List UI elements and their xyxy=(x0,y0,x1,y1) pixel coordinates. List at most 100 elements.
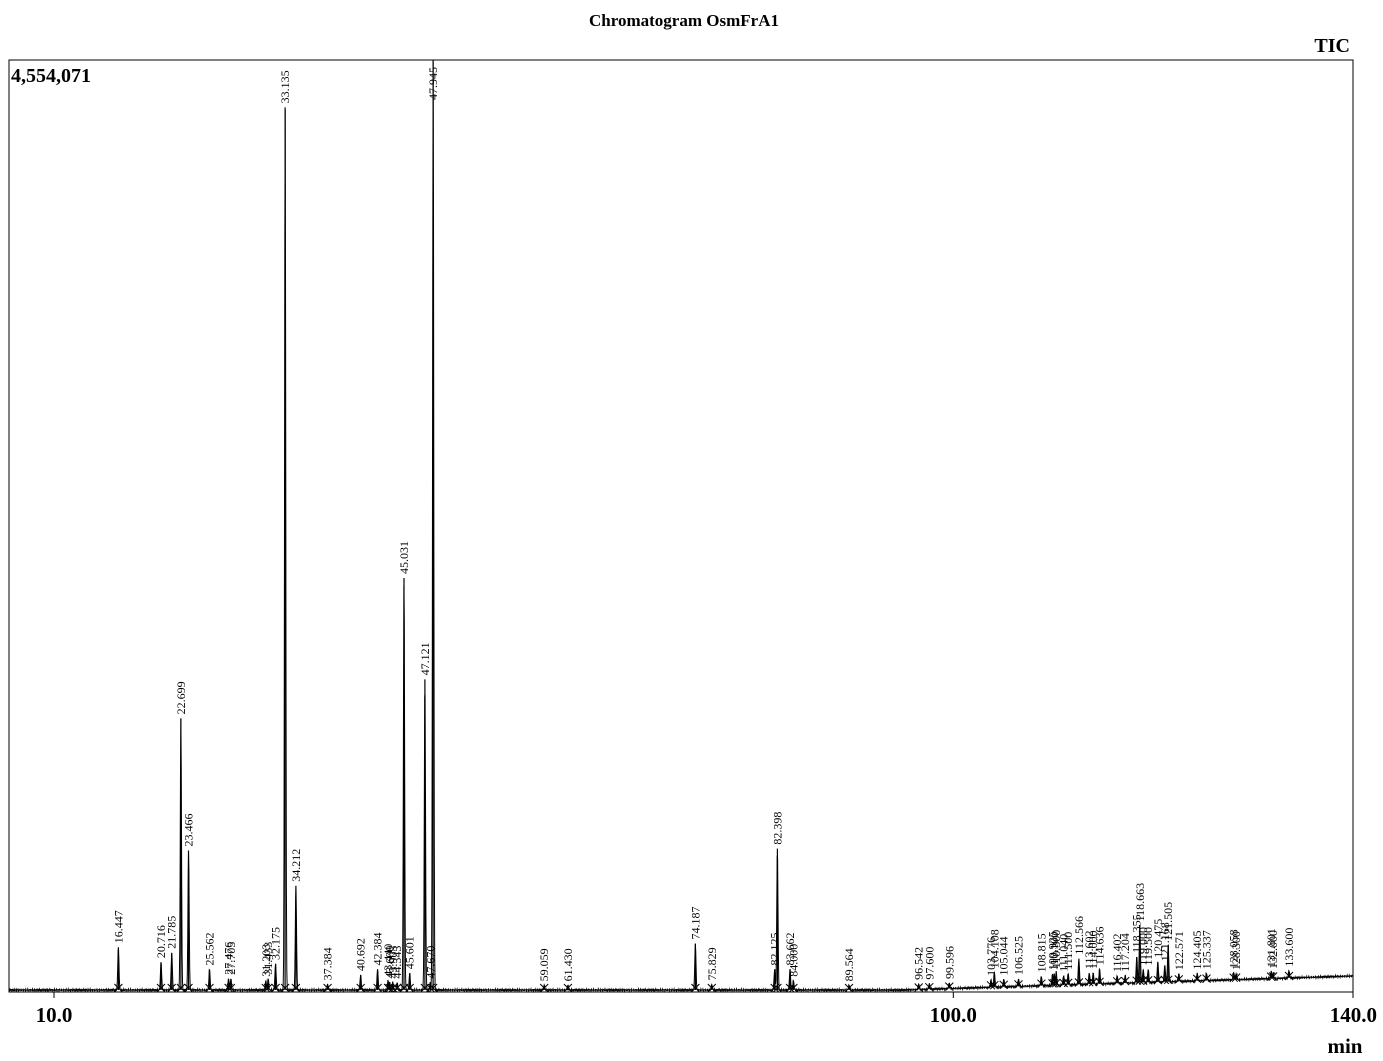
peak-label: 59.059 xyxy=(537,948,551,981)
peak-marker xyxy=(1153,975,1163,985)
peak-marker xyxy=(999,980,1009,990)
peak-label: 103.776 xyxy=(984,937,998,976)
peak-marker xyxy=(1192,974,1202,984)
plot-frame xyxy=(8,59,1354,993)
peak-label: 37.384 xyxy=(321,947,335,980)
peak-marker xyxy=(1014,980,1023,989)
peak-label: 111.500 xyxy=(1061,932,1075,970)
peak-marker xyxy=(691,983,700,993)
peak-label: 40.692 xyxy=(354,938,368,971)
peak: 110.300 xyxy=(1049,930,1063,988)
peak-label: 106.525 xyxy=(1012,936,1026,975)
peak: 82.398 xyxy=(770,812,784,993)
peak: 118.663 xyxy=(1133,883,1147,985)
x-tick-label: 140.0 xyxy=(1330,1003,1377,1027)
peak: 108.815 xyxy=(1034,933,1048,989)
peak: 114.000 xyxy=(1086,930,1100,987)
x-axis: 10.0 100.0 140.0 xyxy=(36,992,1377,1027)
peak-label: 42.384 xyxy=(371,933,385,966)
peak-marker xyxy=(1284,971,1294,981)
peak: 21.785 xyxy=(165,916,179,993)
peak-label: 47.121 xyxy=(418,642,432,675)
peak-marker xyxy=(405,983,415,993)
peak-label: 112.566 xyxy=(1072,916,1086,955)
peak: 121.505 xyxy=(1161,902,1175,985)
peak-marker xyxy=(914,983,924,992)
peak: 125.337 xyxy=(1200,930,1214,983)
peak-label: 122.571 xyxy=(1172,931,1186,970)
peak: 82.125 xyxy=(768,933,782,993)
peak: 104.108 xyxy=(987,929,1001,990)
peak: 25.562 xyxy=(203,933,217,993)
peak: 34.212 xyxy=(289,849,303,993)
peak-marker xyxy=(356,983,366,993)
peak-marker xyxy=(1051,978,1061,988)
peak-marker xyxy=(785,983,795,993)
peak-marker xyxy=(1063,978,1073,988)
peak-label: 16.447 xyxy=(111,910,125,943)
peak-marker xyxy=(1163,975,1173,985)
peak-label: 114.000 xyxy=(1086,930,1100,969)
peak: 32.175 xyxy=(269,927,283,993)
peak-marker xyxy=(1048,979,1057,988)
peak-label: 84.000 xyxy=(786,944,800,977)
peak-marker xyxy=(373,983,382,993)
peak: 128.058 xyxy=(1227,929,1241,983)
peak-label: 47.945 xyxy=(426,67,440,100)
peak-marker xyxy=(1095,977,1104,987)
peak-label: 105.044 xyxy=(997,937,1011,976)
peak-label: 45.601 xyxy=(403,936,417,969)
peak: 27.476 xyxy=(222,942,236,993)
peak-label: 108.815 xyxy=(1034,933,1048,972)
peak-label: 33.135 xyxy=(278,70,292,103)
peak-marker xyxy=(1160,975,1170,985)
peak-label: 23.466 xyxy=(182,814,196,847)
peak: 61.430 xyxy=(561,948,575,993)
peak: 133.600 xyxy=(1282,928,1296,981)
peak-label: 82.125 xyxy=(768,933,782,966)
peak-marker xyxy=(156,983,166,993)
peak: 40.692 xyxy=(354,938,368,993)
peak-label: 114.636 xyxy=(1093,927,1107,966)
peak-label: 82.398 xyxy=(770,812,784,845)
peak-label: 110.300 xyxy=(1049,930,1063,969)
peak: 43.905 xyxy=(386,946,400,993)
peak-label: 131.801 xyxy=(1264,928,1278,967)
peak-label: 22.699 xyxy=(174,681,188,714)
x-tick-label: 10.0 xyxy=(36,1003,73,1027)
peak-marker xyxy=(563,983,573,993)
peak-marker xyxy=(184,983,193,993)
peak: 37.384 xyxy=(321,947,335,993)
peak: 59.059 xyxy=(537,948,551,993)
peak-label: 121.505 xyxy=(1161,902,1175,941)
peak: 44.343 xyxy=(390,946,404,993)
peak-marker xyxy=(205,983,214,993)
peak: 114.636 xyxy=(1093,927,1107,987)
peak-label: 117.204 xyxy=(1118,933,1132,972)
peak-label: 61.430 xyxy=(561,948,575,981)
peak: 20.716 xyxy=(154,925,168,993)
peak: 74.187 xyxy=(688,907,702,993)
peak-marker xyxy=(226,983,236,993)
peak-marker xyxy=(989,980,999,990)
peak: 120.475 xyxy=(1151,919,1165,985)
peak: 132.000 xyxy=(1266,930,1280,981)
peak-label: 110.100 xyxy=(1047,932,1061,971)
peak-label: 118.663 xyxy=(1133,883,1147,922)
peak-label: 97.600 xyxy=(922,947,936,980)
peak-marker xyxy=(1174,975,1184,984)
x-tick-label: 100.0 xyxy=(930,1003,977,1027)
peak-label: 25.562 xyxy=(203,933,217,966)
peak-marker xyxy=(323,983,332,993)
peak-label: 43.600 xyxy=(383,946,397,979)
peak-label: 128.058 xyxy=(1227,929,1241,968)
peak-label: 20.716 xyxy=(154,925,168,958)
peak: 31.433 xyxy=(261,942,275,993)
peak-marker xyxy=(539,983,549,993)
peak-marker xyxy=(280,983,290,993)
peak-marker xyxy=(114,983,123,993)
signal-label: TIC xyxy=(1314,35,1350,57)
peak-marker xyxy=(388,983,398,993)
